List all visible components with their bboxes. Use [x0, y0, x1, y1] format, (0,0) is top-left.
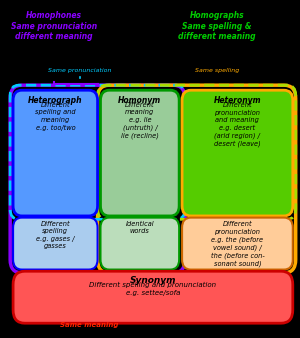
FancyBboxPatch shape [13, 218, 98, 270]
Text: Different
spelling
e.g. gases /
gasses: Different spelling e.g. gases / gasses [36, 221, 75, 249]
Text: Different
meaning
e.g. lie
(untruth) /
lie (recline): Different meaning e.g. lie (untruth) / l… [121, 102, 159, 139]
FancyBboxPatch shape [13, 271, 293, 323]
Text: Same spelling: Same spelling [195, 68, 239, 73]
Text: Identical
words: Identical words [125, 221, 154, 235]
Text: Heteronym: Heteronym [214, 96, 261, 105]
Text: Homonym: Homonym [118, 96, 161, 105]
FancyBboxPatch shape [182, 218, 293, 270]
FancyBboxPatch shape [100, 90, 179, 216]
Text: Same pronunciation: Same pronunciation [48, 68, 112, 73]
Text: Synonym: Synonym [130, 275, 176, 285]
FancyBboxPatch shape [100, 218, 179, 270]
Text: Different
pronunciation
e.g. the (before
vowel sound) /
the (before con-
sonant : Different pronunciation e.g. the (before… [211, 221, 264, 267]
Text: Homographs
Same spelling &
different meaning: Homographs Same spelling & different mea… [178, 11, 256, 41]
FancyBboxPatch shape [13, 90, 98, 216]
Text: Heterograph: Heterograph [28, 96, 82, 105]
Text: Different spelling and pronunciation
e.g. settee/sofa: Different spelling and pronunciation e.g… [89, 282, 217, 296]
Text: Homophones
Same pronunciation
different meaning: Homophones Same pronunciation different … [11, 11, 97, 41]
Text: Different
pronunciation
and meaning
e.g. desert
(arid region) /
desert (leave): Different pronunciation and meaning e.g.… [214, 102, 261, 147]
FancyBboxPatch shape [182, 90, 293, 216]
Text: Different
spelling and
meaning
e.g. too/two: Different spelling and meaning e.g. too/… [35, 102, 76, 130]
Text: Same meaning: Same meaning [60, 322, 118, 328]
